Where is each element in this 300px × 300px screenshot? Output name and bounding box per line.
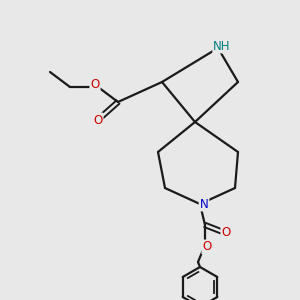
- Text: O: O: [93, 113, 103, 127]
- Text: NH: NH: [213, 40, 231, 52]
- Text: O: O: [221, 226, 231, 239]
- Text: N: N: [200, 197, 208, 211]
- Text: O: O: [90, 79, 100, 92]
- Text: O: O: [202, 241, 211, 254]
